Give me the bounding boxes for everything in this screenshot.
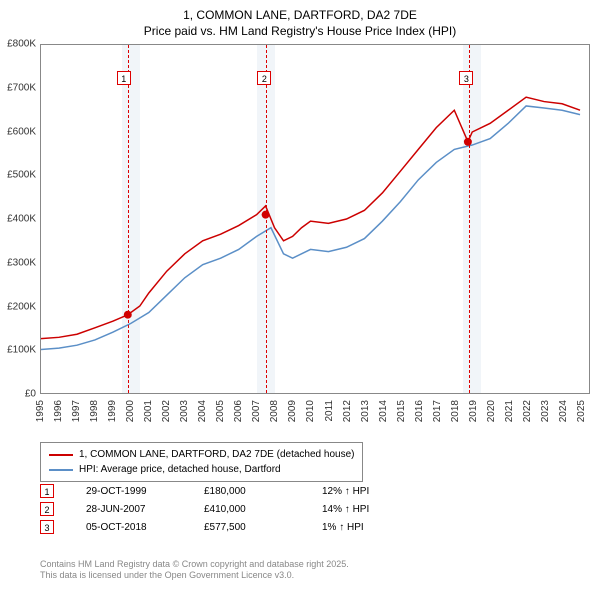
event-row: 3 05-OCT-2018 £577,500 1% ↑ HPI — [40, 520, 560, 534]
legend-swatch — [49, 469, 73, 471]
x-tick-label: 2006 — [233, 400, 244, 422]
marker-line — [266, 45, 267, 393]
legend-label: HPI: Average price, detached house, Dart… — [79, 462, 281, 477]
x-tick-label: 2014 — [378, 400, 389, 422]
x-tick-label: 2021 — [504, 400, 515, 422]
y-tick-label: £0 — [25, 389, 36, 400]
event-delta: 14% ↑ HPI — [322, 504, 432, 515]
event-id-box: 1 — [40, 484, 54, 498]
marker-dot — [464, 138, 472, 146]
x-tick-label: 1997 — [71, 400, 82, 422]
marker-box: 3 — [459, 71, 473, 85]
legend: 1, COMMON LANE, DARTFORD, DA2 7DE (detac… — [40, 442, 363, 482]
x-tick-label: 2013 — [360, 400, 371, 422]
x-tick-label: 2023 — [540, 400, 551, 422]
event-delta: 12% ↑ HPI — [322, 486, 432, 497]
x-tick-label: 2016 — [414, 400, 425, 422]
y-tick-label: £300K — [7, 257, 36, 268]
x-tick-label: 2000 — [125, 400, 136, 422]
x-tick-label: 1995 — [35, 400, 46, 422]
footer-line-1: Contains HM Land Registry data © Crown c… — [40, 559, 349, 571]
marker-line — [128, 45, 129, 393]
series-line-hpi — [41, 106, 580, 350]
event-date: 28-JUN-2007 — [86, 504, 196, 515]
event-date: 29-OCT-1999 — [86, 486, 196, 497]
series-line-price_paid — [41, 97, 580, 338]
event-row: 1 29-OCT-1999 £180,000 12% ↑ HPI — [40, 484, 560, 498]
event-row: 2 28-JUN-2007 £410,000 14% ↑ HPI — [40, 502, 560, 516]
footer-line-2: This data is licensed under the Open Gov… — [40, 570, 349, 582]
y-tick-label: £100K — [7, 345, 36, 356]
x-tick-label: 2018 — [450, 400, 461, 422]
title-area: 1, COMMON LANE, DARTFORD, DA2 7DE Price … — [0, 0, 600, 43]
x-tick-label: 2001 — [143, 400, 154, 422]
y-tick-label: £600K — [7, 126, 36, 137]
y-tick-label: £500K — [7, 170, 36, 181]
x-tick-label: 2015 — [396, 400, 407, 422]
x-tick-label: 1998 — [89, 400, 100, 422]
marker-line — [469, 45, 470, 393]
legend-swatch — [49, 454, 73, 456]
x-tick-label: 1996 — [53, 400, 64, 422]
plot-area: 1 2 3 — [40, 44, 590, 394]
y-tick-label: £400K — [7, 214, 36, 225]
x-tick-label: 2022 — [522, 400, 533, 422]
legend-row: 1, COMMON LANE, DARTFORD, DA2 7DE (detac… — [49, 447, 354, 462]
marker-box: 1 — [117, 71, 131, 85]
marker-box: 2 — [257, 71, 271, 85]
chart-container: 1, COMMON LANE, DARTFORD, DA2 7DE Price … — [0, 0, 600, 590]
footer: Contains HM Land Registry data © Crown c… — [40, 559, 349, 582]
x-tick-label: 2017 — [432, 400, 443, 422]
x-axis: 1995199619971998199920002001200220032004… — [40, 398, 590, 438]
y-tick-label: £800K — [7, 39, 36, 50]
event-date: 05-OCT-2018 — [86, 522, 196, 533]
events-table: 1 29-OCT-1999 £180,000 12% ↑ HPI 2 28-JUN-200… — [40, 484, 560, 538]
event-price: £180,000 — [204, 486, 314, 497]
x-tick-label: 2025 — [576, 400, 587, 422]
event-price: £410,000 — [204, 504, 314, 515]
event-price: £577,500 — [204, 522, 314, 533]
x-tick-label: 2008 — [269, 400, 280, 422]
series-svg — [41, 45, 589, 393]
legend-label: 1, COMMON LANE, DARTFORD, DA2 7DE (detac… — [79, 447, 354, 462]
x-tick-label: 2010 — [305, 400, 316, 422]
x-tick-label: 2009 — [287, 400, 298, 422]
x-tick-label: 2004 — [197, 400, 208, 422]
title-line-1: 1, COMMON LANE, DARTFORD, DA2 7DE — [0, 8, 600, 24]
event-id-box: 3 — [40, 520, 54, 534]
x-tick-label: 2012 — [342, 400, 353, 422]
x-tick-label: 2019 — [468, 400, 479, 422]
y-tick-label: £200K — [7, 301, 36, 312]
y-tick-label: £700K — [7, 82, 36, 93]
x-tick-label: 2005 — [215, 400, 226, 422]
event-id-box: 2 — [40, 502, 54, 516]
x-tick-label: 2003 — [179, 400, 190, 422]
y-axis: £0£100K£200K£300K£400K£500K£600K£700K£80… — [0, 44, 38, 394]
x-tick-label: 2020 — [486, 400, 497, 422]
title-line-2: Price paid vs. HM Land Registry's House … — [0, 24, 600, 40]
x-tick-label: 1999 — [107, 400, 118, 422]
x-tick-label: 2024 — [558, 400, 569, 422]
legend-row: HPI: Average price, detached house, Dart… — [49, 462, 354, 477]
x-tick-label: 2002 — [161, 400, 172, 422]
x-tick-label: 2011 — [324, 400, 335, 422]
x-tick-label: 2007 — [251, 400, 262, 422]
event-delta: 1% ↑ HPI — [322, 522, 432, 533]
